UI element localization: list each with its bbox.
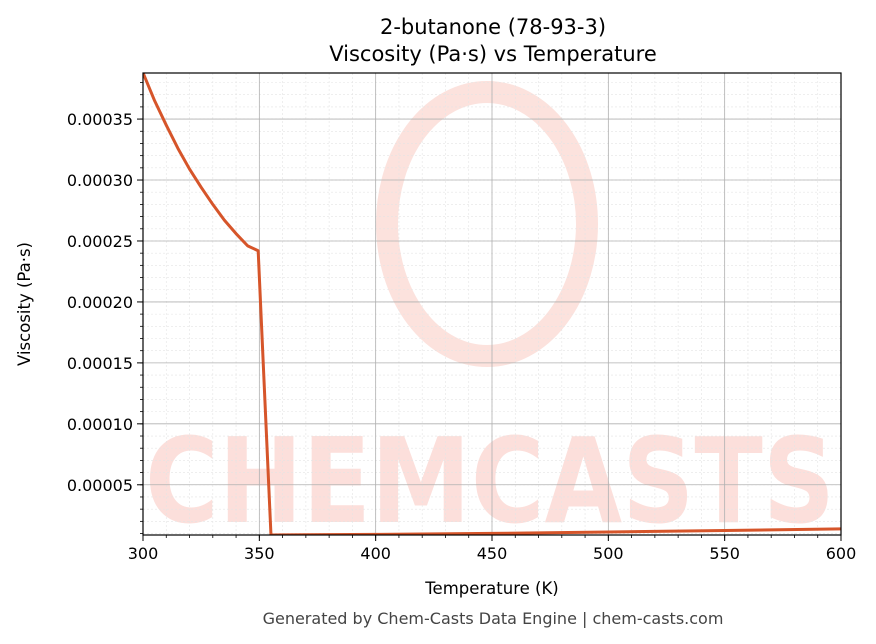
y-tick-label: 0.00005 [67,476,133,495]
y-tick-label: 0.00025 [67,232,133,251]
x-tick-label: 550 [709,544,740,563]
viscosity-series-line [143,73,841,535]
series-group [143,73,841,535]
watermark-text: CHEMCASTS [145,412,835,550]
chart-subtitle: Viscosity (Pa·s) vs Temperature [329,42,657,66]
footer-credit: Generated by Chem-Casts Data Engine | ch… [263,609,724,628]
y-tick-label: 0.00030 [67,171,133,190]
x-tick-label: 500 [593,544,624,563]
chart-title: 2-butanone (78-93-3) [380,15,606,39]
plot-area: CHEMCASTS [142,72,842,550]
x-axis-label: Temperature (K) [424,579,558,598]
y-tick-label: 0.00015 [67,354,133,373]
y-axis-label: Viscosity (Pa·s) [15,242,34,366]
x-tick-label: 300 [128,544,159,563]
x-tick-label: 400 [360,544,391,563]
y-axis: 0.00005 0.00010 0.00015 0.00020 0.00025 0.000… [67,82,143,534]
x-axis: 300 350 400 450 500 550 600 [128,535,857,563]
x-tick-label: 450 [477,544,508,563]
y-tick-label: 0.00020 [67,293,133,312]
y-tick-label: 0.00035 [67,110,133,129]
y-tick-label: 0.00010 [67,415,133,434]
x-tick-label: 600 [826,544,857,563]
x-tick-label: 350 [244,544,275,563]
watermark-logo: CHEMCASTS [145,81,835,550]
